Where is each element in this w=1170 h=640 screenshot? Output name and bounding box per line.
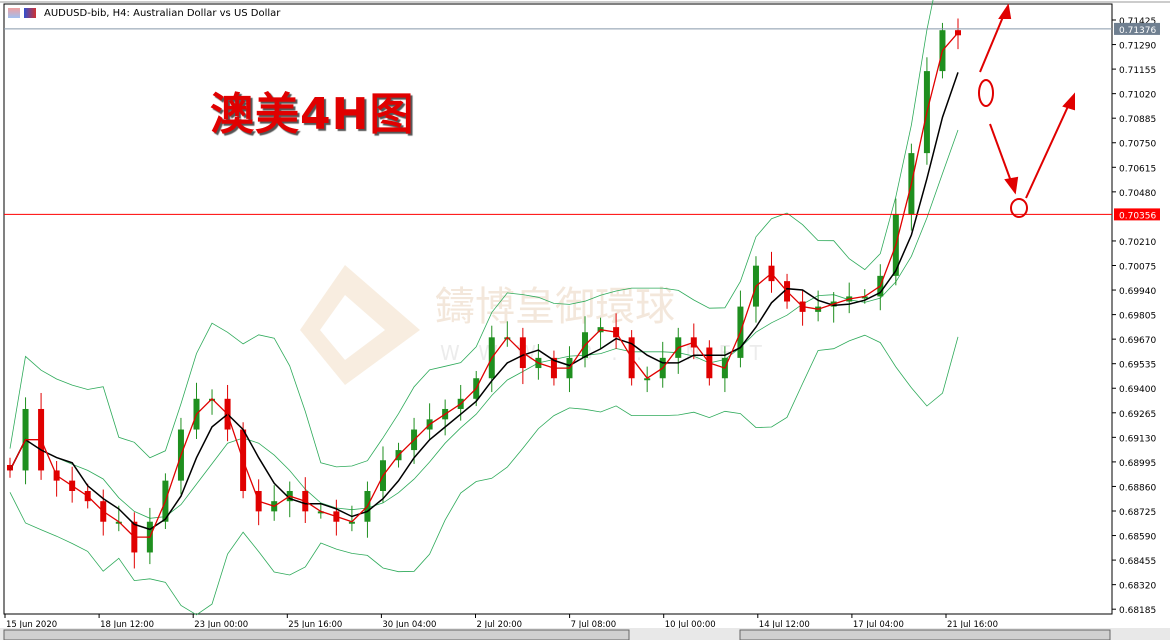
- y-tick-label: 0.70615: [1119, 164, 1156, 174]
- bollinger-upper: [9, 0, 934, 468]
- x-tick-label: 10 Jul 00:00: [665, 620, 716, 630]
- x-tick-label: 7 Jul 08:00: [571, 620, 617, 630]
- x-tick-label: 30 Jun 04:00: [382, 620, 436, 630]
- forecast-annotations: [978, 3, 1075, 218]
- current-price-badge: [1114, 22, 1160, 35]
- arrow-head: [998, 3, 1012, 19]
- ma-fast-line: [9, 32, 959, 538]
- candle: [7, 464, 13, 471]
- arrow-up-1: [979, 11, 1006, 73]
- candle: [348, 521, 355, 524]
- tab-bar[interactable]: [739, 629, 1111, 640]
- arrow-head: [1004, 176, 1019, 195]
- x-tick-label: 21 Jul 16:00: [947, 620, 998, 630]
- ma-slow-line: [9, 72, 959, 531]
- y-tick-label: 0.71425: [1119, 17, 1156, 27]
- y-tick-label: 0.68590: [1119, 533, 1156, 543]
- y-tick-label: 0.68455: [1119, 557, 1156, 567]
- y-tick-label: 0.71290: [1119, 42, 1156, 52]
- arrow-head: [1062, 92, 1075, 111]
- candle: [317, 511, 324, 514]
- candle: [115, 521, 122, 524]
- y-tick-label: 0.69265: [1119, 410, 1156, 420]
- circle-marker: [978, 79, 994, 107]
- horizontal-line-price-badge: [1114, 208, 1160, 221]
- current-price-badge-text: 0.71376: [1119, 26, 1156, 36]
- y-tick-label: 0.70885: [1119, 115, 1156, 125]
- x-tick-label: 17 Jul 04:00: [853, 620, 904, 630]
- y-tick-label: 0.68185: [1119, 606, 1156, 616]
- y-tick-label: 0.69805: [1119, 312, 1156, 322]
- y-tick-label: 0.69130: [1119, 434, 1156, 444]
- chart-title: AUDUSD-bib, H4: Australian Dollar vs US …: [44, 8, 281, 19]
- candle: [861, 296, 868, 299]
- y-tick-label: 0.71155: [1119, 66, 1156, 76]
- y-tick-label: 0.68320: [1119, 582, 1156, 592]
- y-tick-label: 0.69940: [1119, 287, 1156, 297]
- candle: [644, 378, 651, 381]
- circle-marker: [1010, 198, 1028, 218]
- svg-text:鑄博皇御環球: 鑄博皇御環球: [435, 284, 675, 330]
- x-tick-label: 18 Jun 12:00: [100, 620, 154, 630]
- y-tick-label: 0.70480: [1119, 189, 1156, 199]
- arrow-down: [989, 123, 1013, 185]
- scrollbar[interactable]: [3, 629, 630, 640]
- x-tick-label: 15 Jun 2020: [6, 620, 57, 630]
- y-tick-label: 0.70750: [1119, 140, 1156, 150]
- symbol-icon: [24, 8, 36, 18]
- y-tick-label: 0.69400: [1119, 385, 1156, 395]
- y-tick-label: 0.69535: [1119, 361, 1156, 371]
- y-tick-label: 0.69670: [1119, 336, 1156, 346]
- y-tick-label: 0.68860: [1119, 483, 1156, 493]
- chart-icon: [8, 8, 20, 18]
- horizontal-line-price-badge-text: 0.70356: [1119, 211, 1156, 221]
- y-tick-label: 0.68725: [1119, 508, 1156, 518]
- x-tick-label: 14 Jul 12:00: [759, 620, 810, 630]
- y-tick-label: 0.71020: [1119, 91, 1156, 101]
- annotation-title: 澳美4H图: [210, 89, 415, 140]
- x-tick-label: 2 Jul 20:00: [477, 620, 523, 630]
- y-tick-label: 0.70210: [1119, 238, 1156, 248]
- arrow-up-2: [1025, 101, 1071, 199]
- x-tick-label: 23 Jun 00:00: [194, 620, 248, 630]
- y-tick-label: 0.68995: [1119, 459, 1156, 469]
- x-tick-label: 25 Jun 16:00: [288, 620, 342, 630]
- y-tick-label: 0.70075: [1119, 262, 1156, 272]
- bollinger-lower: [9, 334, 959, 616]
- candle: [209, 398, 216, 401]
